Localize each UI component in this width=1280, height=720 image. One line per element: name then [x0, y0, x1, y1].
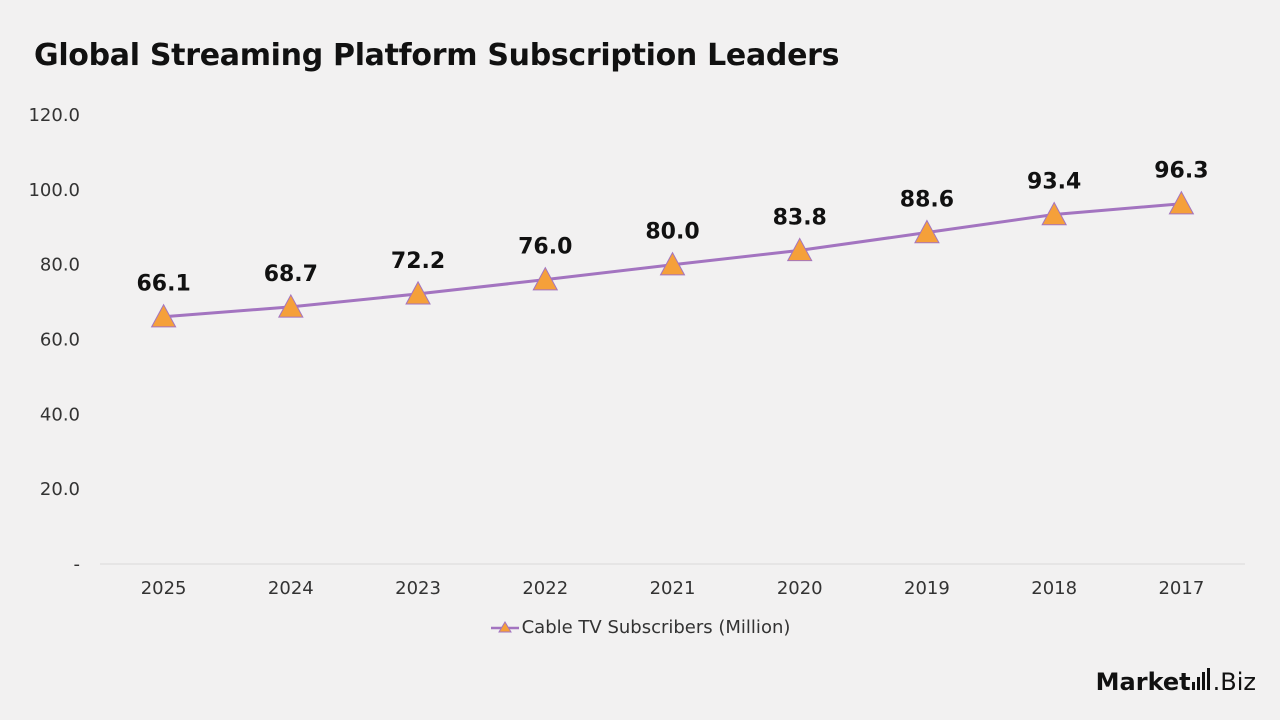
data-point-marker — [659, 251, 686, 276]
data-label: 96.3 — [1154, 159, 1208, 184]
x-tick-label: 2019 — [904, 578, 950, 599]
x-tick-label: 2022 — [522, 578, 568, 599]
data-label: 80.0 — [645, 220, 699, 245]
data-point-marker — [1041, 201, 1068, 226]
logo-bars-icon — [1191, 668, 1212, 690]
data-point-marker — [914, 219, 940, 244]
series-markers — [150, 190, 1195, 328]
data-label: 93.4 — [1027, 170, 1081, 195]
x-tick-label: 2018 — [1031, 578, 1077, 599]
y-tick-label: 20.0 — [40, 479, 80, 500]
y-tick-label: 120.0 — [28, 105, 80, 126]
y-tick-label: 60.0 — [40, 330, 80, 351]
data-label: 72.2 — [391, 249, 445, 274]
x-tick-label: 2017 — [1158, 578, 1204, 599]
data-point-marker — [1168, 190, 1195, 215]
data-labels: 66.1 68.7 72.2 76.0 80.0 83.8 88.6 93.4 96.3 — [136, 159, 1208, 297]
y-tick-label: 80.0 — [40, 255, 80, 276]
data-label: 76.0 — [518, 235, 572, 260]
x-tick-label: 2025 — [141, 578, 187, 599]
x-tick-label: 2020 — [777, 578, 823, 599]
y-axis: - 20.0 40.0 60.0 80.0 100.0 120.0 — [28, 105, 80, 575]
data-point-marker — [786, 237, 813, 262]
x-tick-label: 2024 — [268, 578, 314, 599]
logo-text-main: Market — [1095, 668, 1191, 696]
data-point-marker — [150, 303, 177, 328]
data-label: 68.7 — [264, 262, 318, 287]
x-tick-label: 2023 — [395, 578, 441, 599]
legend: Cable TV Subscribers (Million) — [0, 617, 1280, 638]
chart-title: Global Streaming Platform Subscription L… — [34, 38, 840, 73]
logo-text-sub: .Biz — [1212, 668, 1256, 696]
legend-swatch — [490, 620, 519, 632]
y-tick-label: - — [74, 554, 81, 575]
data-label: 66.1 — [136, 272, 190, 297]
y-tick-label: 100.0 — [28, 180, 80, 201]
data-point-marker — [277, 293, 304, 318]
data-label: 88.6 — [900, 187, 954, 212]
legend-label: Cable TV Subscribers (Million) — [521, 617, 791, 638]
x-tick-label: 2021 — [650, 578, 696, 599]
data-point-marker — [405, 280, 431, 305]
brand-logo: Market .Biz — [1096, 668, 1256, 696]
data-point-marker — [532, 266, 559, 291]
data-label: 83.8 — [773, 205, 827, 230]
x-axis: 2025 2024 2023 2022 2021 2020 2019 2018 2017 — [141, 578, 1205, 599]
y-tick-label: 40.0 — [40, 404, 80, 425]
